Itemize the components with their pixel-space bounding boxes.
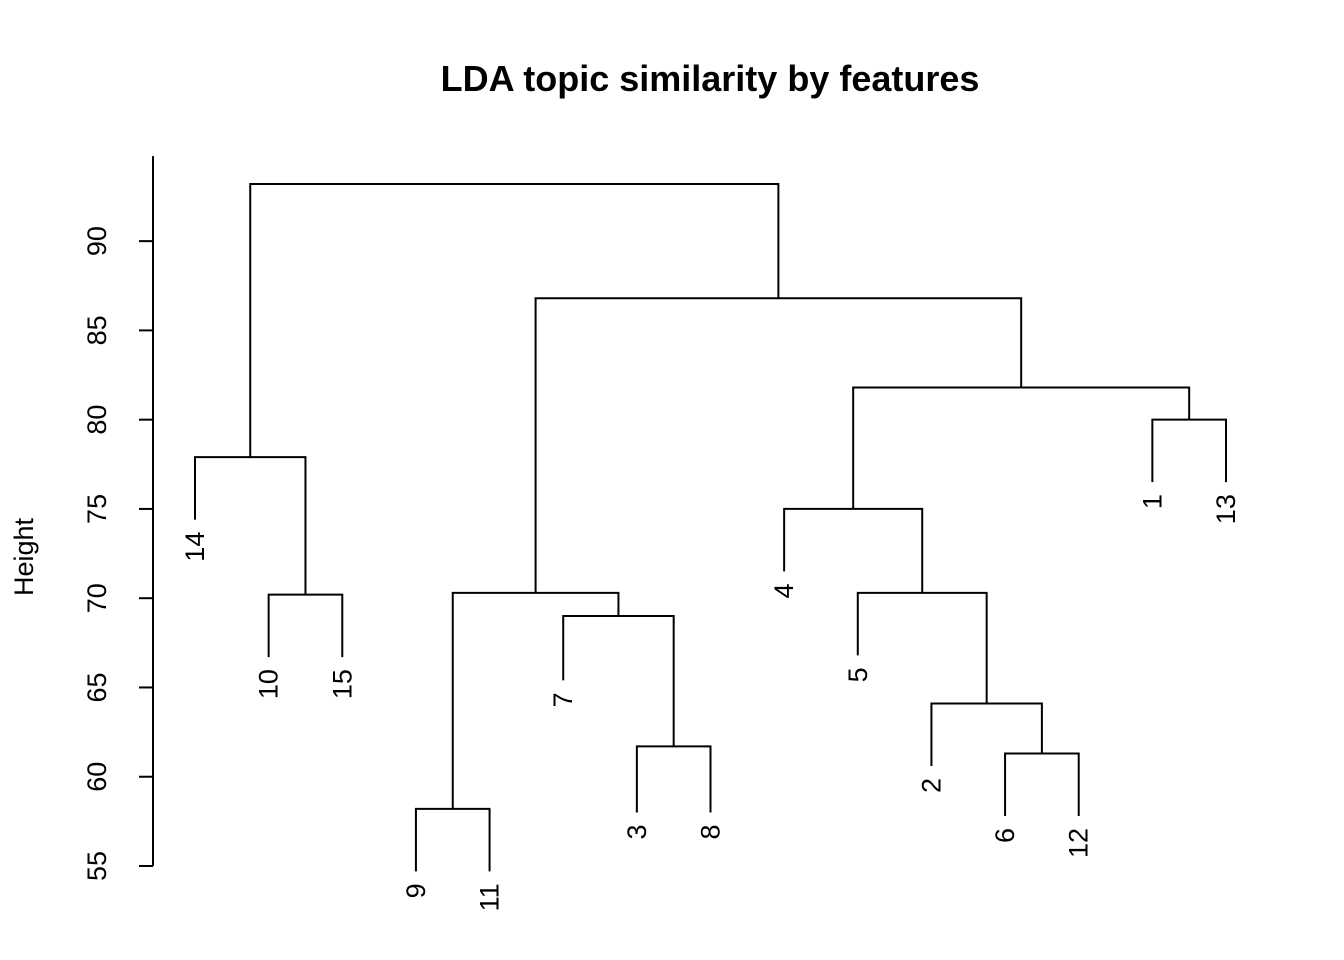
chart-title: LDA topic similarity by features [441, 58, 980, 99]
leaf-label: 14 [180, 532, 210, 562]
leaf-label: 3 [622, 824, 652, 839]
y-tick-label: 60 [82, 762, 112, 792]
merge-branch [1004, 752, 1080, 817]
merge-branch [930, 702, 1043, 767]
leaf-label: 2 [916, 778, 946, 793]
leaf-label: 13 [1211, 494, 1241, 524]
y-tick-label: 75 [82, 494, 112, 524]
merge-branch [451, 591, 620, 809]
leaf-label: 6 [990, 828, 1020, 843]
leaf-label: 4 [769, 583, 799, 598]
y-tick-label: 90 [82, 226, 112, 256]
merge-branch [1151, 418, 1227, 483]
leaf-label: 9 [401, 883, 431, 898]
y-tick-label: 70 [82, 583, 112, 613]
merge-branch [635, 745, 712, 813]
dendrogram-tree [194, 183, 1227, 872]
leaf-label: 1 [1137, 494, 1167, 509]
merge-branch [562, 615, 675, 747]
y-axis-label: Height [9, 517, 39, 596]
leaf-labels: 14 10 15 9 11 7 3 8 4 5 2 6 12 1 13 [180, 494, 1241, 911]
leaf-label: 10 [254, 669, 284, 699]
y-tick-label: 85 [82, 315, 112, 345]
merge-branch [194, 456, 307, 595]
merge-branch [249, 183, 780, 458]
merge-branch [267, 593, 344, 658]
leaf-label: 15 [327, 669, 357, 699]
leaf-label: 7 [548, 692, 578, 707]
merge-branch [534, 297, 1023, 593]
leaf-label: 5 [843, 667, 873, 682]
y-tick-label: 80 [82, 405, 112, 435]
merge-branch [414, 807, 491, 872]
y-tick-label: 65 [82, 672, 112, 702]
merge-branch [852, 386, 1191, 509]
leaf-label: 12 [1064, 828, 1094, 858]
leaf-label: 11 [475, 883, 505, 911]
y-tick-label: 55 [82, 851, 112, 881]
leaf-label: 8 [696, 824, 726, 839]
y-axis: 55 60 65 70 75 80 85 90 [82, 156, 154, 881]
merge-branch [856, 591, 988, 704]
merge-branch [783, 507, 924, 593]
